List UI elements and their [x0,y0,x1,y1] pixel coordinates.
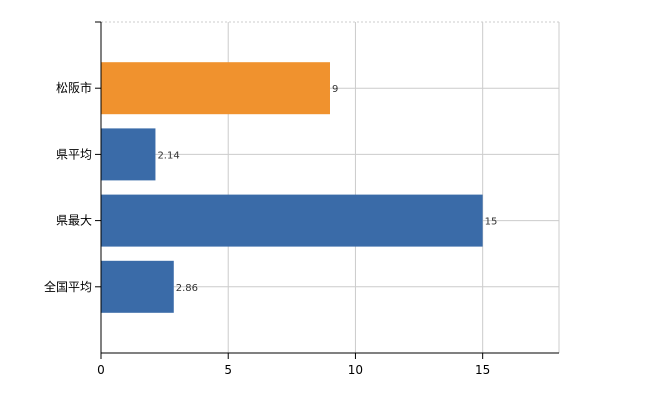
category-label-2: 県平均 [56,147,92,161]
data-label-4: 2.86 [176,283,198,294]
category-label-3: 県最大 [56,214,92,228]
data-label-3: 15 [485,217,498,228]
bar-1 [101,62,330,115]
axes [95,21,559,359]
data-label-2: 2.14 [157,150,179,161]
x-tick-label-1: 0 [97,363,105,377]
x-tick-label-4: 15 [475,363,490,377]
data-label-1: 9 [332,84,338,95]
bar-4 [101,260,174,313]
x-tick-label-2: 5 [224,363,232,377]
x-tick-label-3: 10 [348,363,363,377]
bar-3 [101,194,483,247]
category-label-4: 全国平均 [44,279,92,294]
category-label-1: 松阪市 [56,80,92,95]
bars [101,62,483,313]
bar-2 [101,128,156,181]
